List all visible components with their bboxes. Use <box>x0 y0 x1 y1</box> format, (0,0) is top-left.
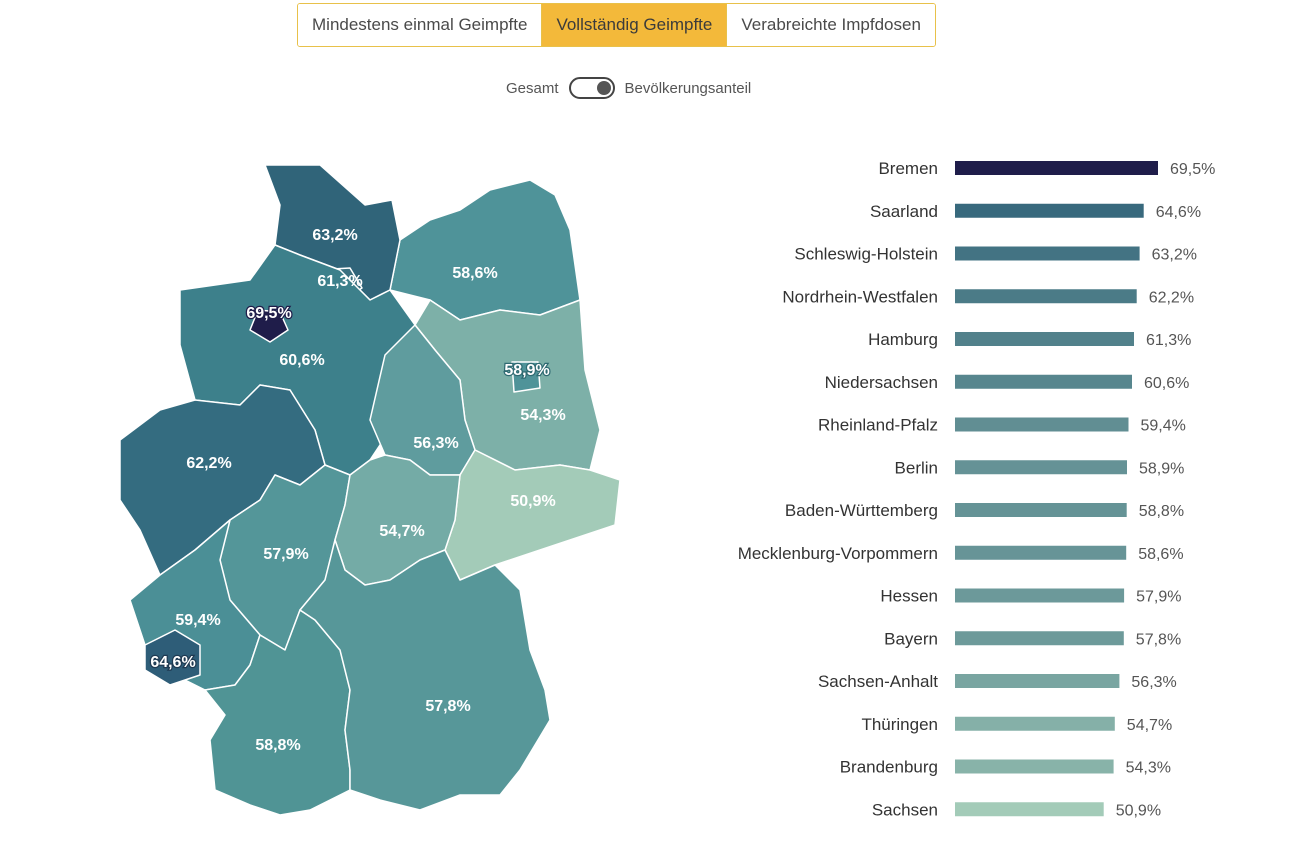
bar[interactable] <box>955 588 1125 603</box>
metric-tabs: Mindestens einmal Geimpfte Vollständig G… <box>297 3 936 47</box>
bar[interactable] <box>955 545 1127 560</box>
bar[interactable] <box>955 802 1104 817</box>
map-label: 64,6% <box>150 654 195 671</box>
toggle-left-label[interactable]: Gesamt <box>506 79 559 97</box>
tab-doses[interactable]: Verabreichte Impfdosen <box>726 4 935 46</box>
bar[interactable] <box>955 246 1140 261</box>
bar[interactable] <box>955 631 1124 646</box>
map-label: 58,8% <box>255 737 300 754</box>
bar[interactable] <box>955 161 1158 175</box>
bar-value-label: 58,9% <box>1139 460 1184 477</box>
tab-first-dose[interactable]: Mindestens einmal Geimpfte <box>298 4 542 46</box>
toggle-switch[interactable] <box>568 77 615 99</box>
display-toggle: Gesamt Bevölkerungsanteil <box>506 75 751 101</box>
map-state-berlin[interactable] <box>511 361 541 393</box>
map-label: 50,9% <box>510 493 555 510</box>
bar-value-label: 63,2% <box>1152 247 1197 264</box>
bar[interactable] <box>955 460 1127 475</box>
bar-category-label: Baden-Württemberg <box>785 501 938 520</box>
bar-category-label: Bayern <box>884 629 938 648</box>
map-label: 57,8% <box>425 698 470 715</box>
map-label: 57,9% <box>263 546 308 563</box>
bar-value-label: 69,5% <box>1170 161 1215 178</box>
bar-value-label: 58,8% <box>1139 503 1184 520</box>
map-state-sachsen[interactable] <box>444 449 621 581</box>
bar-category-label: Mecklenburg-Vorpommern <box>738 544 938 563</box>
map-label: 60,6% <box>279 352 324 369</box>
bar-category-label: Niedersachsen <box>825 373 938 392</box>
bar[interactable] <box>955 759 1114 774</box>
map-label: 59,4% <box>175 612 220 629</box>
bar[interactable] <box>955 674 1120 688</box>
bar[interactable] <box>955 332 1134 346</box>
map-state-saarland[interactable] <box>144 629 201 686</box>
bar-chart: Bremen 69,5% Saarland 64,6% Schleswig-Holste… <box>738 159 1216 819</box>
bar[interactable] <box>955 503 1127 517</box>
bar-value-label: 61,3% <box>1146 332 1191 349</box>
bar-value-label: 57,9% <box>1136 589 1181 606</box>
map-label: 61,3% <box>317 273 362 290</box>
map-label: 63,2% <box>312 227 357 244</box>
bar-category-label: Hamburg <box>868 330 938 349</box>
map-label: 69,5% <box>246 305 291 322</box>
bar-value-label: 64,6% <box>1156 204 1201 221</box>
map-label: 56,3% <box>413 435 458 452</box>
map-label: 62,2% <box>186 455 231 472</box>
bar-category-label: Nordrhein-Westfalen <box>782 287 938 306</box>
map-state-bremen[interactable] <box>249 309 289 343</box>
bar[interactable] <box>955 374 1132 389</box>
bar-category-label: Thüringen <box>861 715 938 734</box>
bar[interactable] <box>955 716 1115 731</box>
map-label: 58,6% <box>452 265 497 282</box>
bar[interactable] <box>955 289 1137 304</box>
bar-category-label: Bremen <box>878 159 938 178</box>
bar-category-label: Brandenburg <box>840 758 938 777</box>
bar-value-label: 60,6% <box>1144 375 1189 392</box>
bar-value-label: 56,3% <box>1131 674 1176 691</box>
bar-value-label: 58,6% <box>1138 546 1183 563</box>
bar-value-label: 62,2% <box>1149 289 1194 306</box>
bar-category-label: Saarland <box>870 202 938 221</box>
bar-value-label: 57,8% <box>1136 631 1181 648</box>
bar-category-label: Sachsen-Anhalt <box>818 672 938 691</box>
tab-fully-vaccinated[interactable]: Vollständig Geimpfte <box>541 4 727 46</box>
bar-category-label: Berlin <box>895 458 938 477</box>
bar-value-label: 54,3% <box>1126 760 1171 777</box>
germany-map: 63,2% 61,3% 58,6% 69,5% 60,6% 58,9% 54,3… <box>119 164 621 816</box>
bar-category-label: Sachsen <box>872 800 938 819</box>
bar[interactable] <box>955 417 1129 432</box>
map-label: 54,7% <box>379 523 424 540</box>
bar-category-label: Schleswig-Holstein <box>794 245 938 264</box>
bar[interactable] <box>955 203 1144 218</box>
map-label: 58,9% <box>504 362 549 379</box>
bar-value-label: 54,7% <box>1127 717 1172 734</box>
map-state-bayern[interactable] <box>299 539 551 811</box>
map-label: 54,3% <box>520 407 565 424</box>
bar-category-label: Hessen <box>880 587 938 606</box>
map-state-mecklenburg-vorpommern[interactable] <box>389 179 581 321</box>
toggle-right-label[interactable]: Bevölkerungsanteil <box>624 79 752 97</box>
bar-value-label: 59,4% <box>1141 418 1186 435</box>
bar-category-label: Rheinland-Pfalz <box>818 416 938 435</box>
toggle-knob <box>596 81 611 95</box>
bar-value-label: 50,9% <box>1116 802 1161 819</box>
